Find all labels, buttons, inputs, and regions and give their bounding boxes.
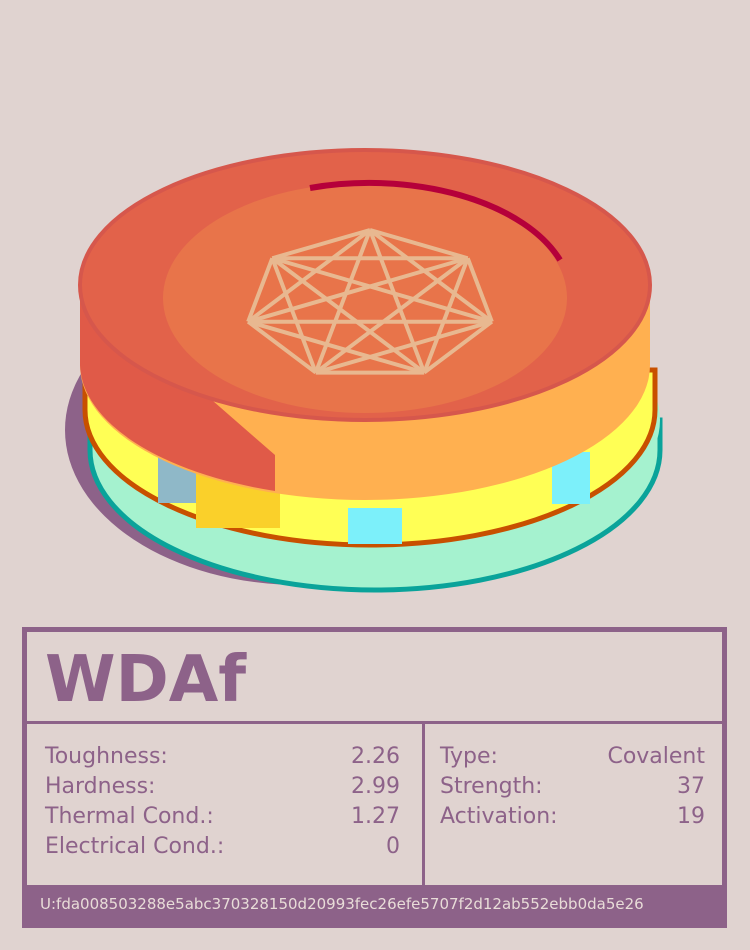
- emblem-line: [271, 228, 371, 261]
- property-value: Covalent: [607, 744, 705, 769]
- footer: U:fda008503288e5abc370328150d20993fec26e…: [27, 885, 722, 923]
- emblem-line: [246, 228, 372, 324]
- property-label: Activation:: [440, 804, 558, 829]
- emblem-line: [271, 256, 426, 375]
- emblem-line: [313, 229, 372, 374]
- property-row: Strength: 37: [440, 772, 705, 802]
- property-value: 2.26: [351, 744, 400, 769]
- divider: [422, 721, 425, 889]
- inner-rim: [309, 179, 563, 262]
- property-label: Thermal Cond.:: [45, 804, 214, 829]
- property-row: Activation: 19: [440, 802, 705, 832]
- heptagon-emblem: [246, 228, 494, 375]
- middle-layer-block: [348, 508, 402, 544]
- emblem-line: [315, 319, 493, 375]
- info-card: WDAf Toughness: 2.26 Hardness: 2.99 Thermal …: [22, 627, 727, 928]
- property-row: Hardness: 2.99: [45, 772, 400, 802]
- property-label: Toughness:: [45, 744, 168, 769]
- inner-face: [163, 183, 567, 413]
- emblem-line: [465, 257, 494, 323]
- emblem-line: [271, 256, 493, 324]
- property-value: 37: [677, 774, 705, 799]
- emblem-line: [246, 320, 317, 375]
- emblem-line: [422, 257, 470, 374]
- property-label: Strength:: [440, 774, 543, 799]
- emblem-line: [423, 320, 494, 375]
- property-value: 0: [386, 834, 400, 859]
- property-row: Toughness: 2.26: [45, 742, 400, 772]
- coin-illustration: [65, 148, 663, 593]
- emblem-line: [247, 256, 469, 324]
- left-properties: Toughness: 2.26 Hardness: 2.99 Thermal Cond.…: [45, 742, 400, 862]
- title: WDAf: [45, 643, 247, 717]
- property-value: 1.27: [351, 804, 400, 829]
- property-row: Electrical Cond.: 0: [45, 832, 400, 862]
- emblem-line: [246, 257, 275, 323]
- property-value: 2.99: [351, 774, 400, 799]
- divider: [27, 721, 722, 724]
- property-label: Hardness:: [45, 774, 156, 799]
- property-label: Type:: [440, 744, 498, 769]
- right-properties: Type: Covalent Strength: 37 Activation: 19: [440, 742, 705, 832]
- property-label: Electrical Cond.:: [45, 834, 225, 859]
- property-row: Thermal Cond.: 1.27: [45, 802, 400, 832]
- emblem-line: [314, 256, 469, 375]
- emblem-line: [247, 319, 425, 375]
- property-row: Type: Covalent: [440, 742, 705, 772]
- property-value: 19: [677, 804, 705, 829]
- emblem-line: [369, 228, 469, 261]
- emblem-line: [368, 229, 427, 374]
- emblem-line: [270, 257, 318, 374]
- emblem-line: [368, 228, 494, 324]
